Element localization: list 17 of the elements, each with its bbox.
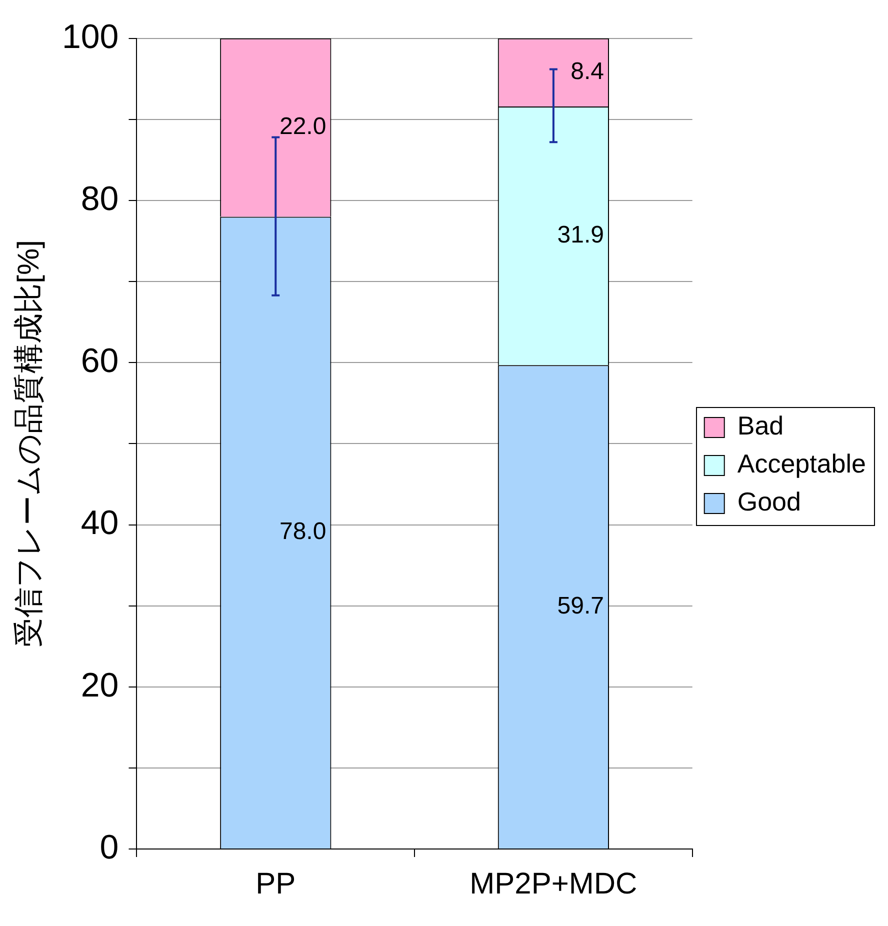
y-tick-label: 100 bbox=[62, 18, 119, 56]
y-tick-label: 20 bbox=[80, 666, 119, 704]
data-label: 59.7 bbox=[557, 592, 604, 620]
data-label: 22.0 bbox=[279, 113, 326, 140]
y-tick-label: 80 bbox=[80, 180, 119, 218]
legend-label: Bad bbox=[737, 410, 784, 441]
y-tick-label: 0 bbox=[100, 828, 119, 866]
y-tick-label: 60 bbox=[80, 342, 119, 380]
data-label: 8.4 bbox=[570, 58, 604, 86]
legend-label: Acceptable bbox=[737, 448, 866, 479]
data-label: 31.9 bbox=[557, 221, 604, 248]
data-label: 78.0 bbox=[279, 518, 326, 546]
y-axis-title: 受信フレームの品質構成比[%] bbox=[12, 240, 46, 648]
y-tick-label: 40 bbox=[80, 504, 119, 542]
x-tick-label: PP bbox=[256, 867, 296, 900]
legend-label: Good bbox=[737, 486, 801, 517]
x-tick-label: MP2P+MDC bbox=[470, 867, 638, 900]
